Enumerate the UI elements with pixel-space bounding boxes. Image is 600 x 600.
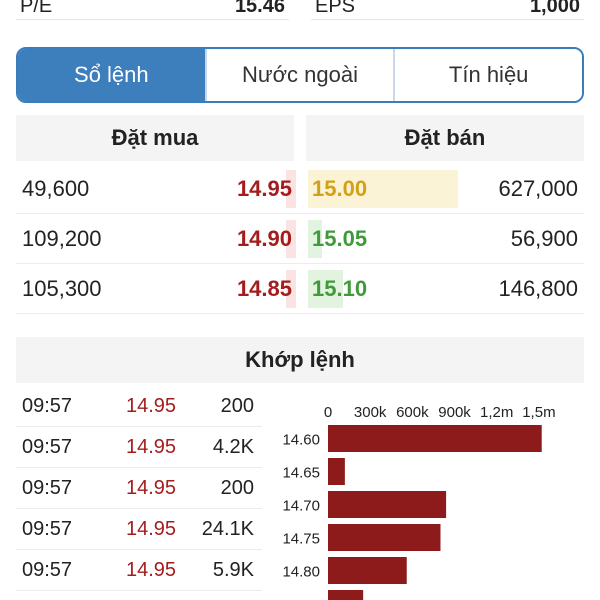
eps-value: 1,000 (529, 0, 580, 17)
trade-price: 14.95 (126, 395, 177, 417)
eps-cell: EPS 1,000 (311, 0, 584, 20)
volume-bar (328, 491, 447, 518)
x-tick-label: 1,5m (522, 404, 555, 421)
order-book-row: 49,600 14.95 15.00 627,000 (16, 164, 584, 214)
trade-qty: 4.2K (212, 436, 254, 458)
buy-depth-bar (286, 220, 296, 258)
stats-strip: P/E 15.46 EPS 1,000 (16, 0, 584, 20)
trade-time: 09:57 (22, 395, 73, 417)
y-tick-label: 14.75 (282, 531, 320, 548)
pe-cell: P/E 15.46 (16, 0, 289, 20)
sell-volume: 56,900 (510, 226, 578, 251)
x-tick-label: 0 (324, 404, 332, 421)
trade-time: 09:57 (22, 477, 73, 499)
trade-qty: 200 (220, 395, 254, 417)
volume-bar (328, 590, 364, 600)
volume-bar (328, 557, 407, 584)
trade-price: 14.95 (126, 477, 177, 499)
trade-price: 14.95 (126, 436, 177, 458)
trade-qty: 200 (220, 477, 254, 499)
volume-bar (328, 524, 441, 551)
trade-time: 09:57 (22, 559, 73, 581)
x-tick-label: 900k (438, 404, 471, 421)
buy-price: 14.95 (236, 176, 292, 201)
tab-signals[interactable]: Tín hiệu (393, 49, 582, 101)
tab-order-book[interactable]: Sổ lệnh (18, 49, 205, 101)
pe-label: P/E (20, 0, 53, 17)
y-tick-label: 14.80 (282, 564, 320, 581)
trade-qty: 5.9K (212, 559, 254, 581)
trade-row: 09:57 14.95 5.9K (16, 550, 262, 591)
trade-row: 09:57 14.95 200 (16, 386, 262, 427)
buy-price: 14.90 (236, 226, 292, 251)
eps-label: EPS (315, 0, 356, 17)
order-book-row: 109,200 14.90 15.05 56,900 (16, 214, 584, 264)
trade-price: 14.95 (126, 518, 177, 540)
buy-price: 14.85 (236, 276, 292, 301)
sell-depth-bar (308, 220, 322, 258)
x-tick-label: 1,2m (480, 404, 513, 421)
buy-depth-bar (286, 270, 296, 308)
y-tick-label: 14.60 (282, 432, 320, 449)
trade-row: 09:57 14.95 4.2K (16, 427, 262, 468)
trade-row: 09:57 14.95 24.1K (16, 509, 262, 550)
sell-price: 15.05 (312, 226, 368, 251)
y-tick-label: 14.65 (282, 465, 320, 482)
trade-qty: 24.1K (201, 518, 254, 540)
y-tick-label: 14.70 (282, 498, 320, 515)
order-book-row: 105,300 14.85 15.10 146,800 (16, 264, 584, 314)
trade-price: 14.95 (126, 559, 177, 581)
volume-bar (328, 458, 345, 485)
volume-bar (328, 425, 542, 452)
segmented-tabs: Sổ lệnh Nước ngoài Tín hiệu (16, 47, 584, 103)
volume-by-price-chart: 0 300k 600k 900k 1,2m 1,5m 14.60 14.65 14.70 14.7… (282, 404, 556, 600)
sell-volume: 146,800 (498, 276, 578, 301)
sell-depth-bar (308, 270, 343, 308)
trade-time: 09:57 (22, 436, 73, 458)
buy-depth-bar (286, 170, 296, 208)
x-tick-label: 600k (396, 404, 429, 421)
trade-row: 09:57 14.95 200 (16, 468, 262, 509)
sell-depth-bar (308, 170, 458, 208)
buy-header: Đặt mua (16, 115, 294, 161)
sell-price: 15.10 (312, 276, 368, 301)
matched-header: Khớp lệnh (16, 337, 584, 383)
pe-value: 15.46 (234, 0, 285, 17)
buy-volume: 109,200 (22, 226, 102, 251)
sell-header: Đặt bán (306, 115, 584, 161)
trade-time: 09:57 (22, 518, 73, 540)
x-tick-label: 300k (354, 404, 387, 421)
sell-volume: 627,000 (498, 176, 578, 201)
buy-volume: 49,600 (22, 176, 90, 201)
buy-volume: 105,300 (22, 276, 102, 301)
tab-foreign[interactable]: Nước ngoài (204, 49, 394, 101)
sell-price: 15.00 (312, 176, 368, 201)
